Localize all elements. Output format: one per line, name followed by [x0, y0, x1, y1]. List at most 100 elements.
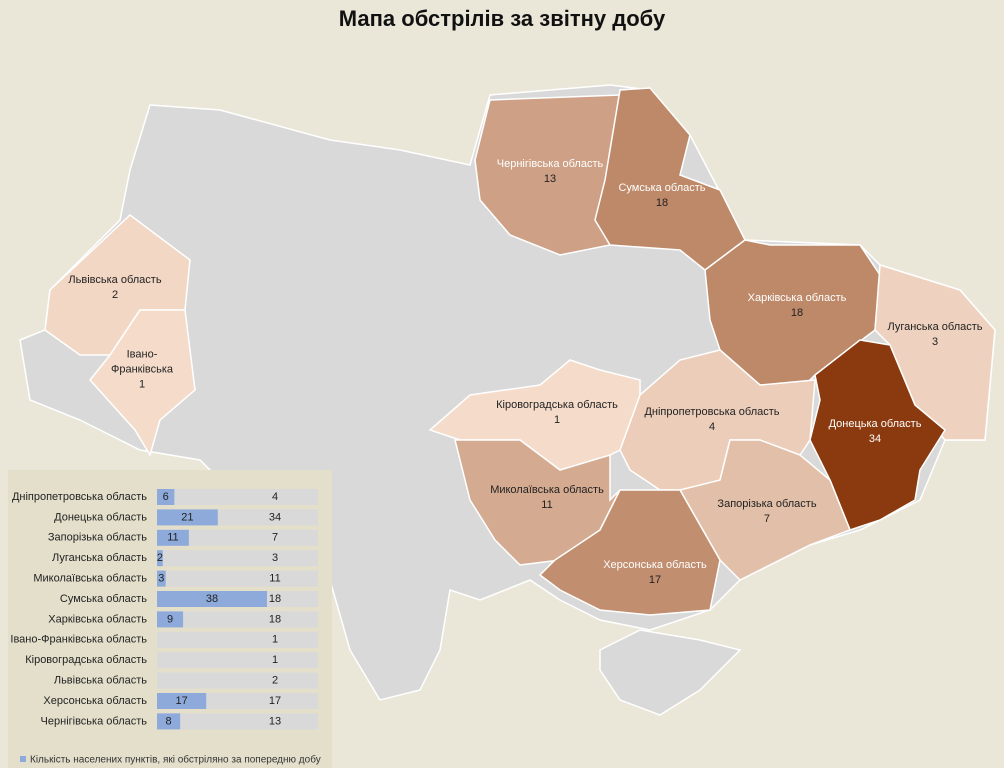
row-label: Дніпропетровська область: [12, 491, 147, 503]
region-value: 4: [708, 421, 716, 433]
current-label: 1: [272, 654, 278, 666]
previous-bar: [157, 693, 207, 709]
row-label: Івано-Франківська область: [10, 634, 147, 646]
current-bar: [157, 611, 318, 628]
region-value: 34: [868, 433, 882, 445]
region-value: 1: [138, 378, 146, 391]
previous-bar: [157, 713, 181, 730]
legend-swatch: [20, 756, 26, 762]
region-label: Донецька область 34: [829, 417, 922, 447]
region: [89, 309, 196, 457]
region-label: Івано-Франківська 1: [107, 348, 177, 393]
row-label: Львівська область: [54, 675, 147, 687]
row-label: Херсонська область: [43, 695, 147, 707]
current-bar: [157, 631, 318, 648]
current-label: 2: [272, 675, 278, 687]
current-label: 3: [272, 552, 278, 564]
previous-label: 38: [206, 593, 218, 605]
row-label: Сумська область: [60, 593, 147, 605]
previous-label: 6: [163, 491, 169, 503]
previous-bar: [157, 570, 166, 587]
region-label: Сумська область 18: [618, 181, 705, 211]
row-label: Кіровоградська область: [25, 654, 147, 666]
previous-bar: [157, 611, 184, 628]
current-label: 17: [269, 695, 281, 707]
region-value: 17: [648, 574, 662, 586]
bar-chart: Дніпропетровська область 4 6 Донецька облас…: [10, 489, 321, 766]
region-value: 13: [543, 173, 557, 185]
current-bar: [157, 489, 318, 505]
region: [809, 339, 946, 531]
row-label: Чернігівська область: [41, 715, 148, 727]
crimea: [599, 629, 742, 716]
current-bar: [157, 713, 318, 730]
previous-bar: [157, 529, 189, 546]
current-label: 18: [269, 613, 281, 625]
current-bar: [157, 570, 318, 587]
current-label: 13: [269, 715, 281, 727]
current-label: 1: [272, 634, 278, 646]
current-bar: [157, 529, 318, 546]
previous-bar: [157, 550, 163, 567]
row-label: Луганська область: [52, 552, 147, 564]
region-name: Кіровоградська область: [496, 399, 618, 411]
previous-label: 17: [175, 695, 187, 707]
region-label: Чернігівська область 13: [497, 157, 603, 187]
previous-bar: [157, 509, 218, 526]
region-name: Херсонська область: [603, 559, 707, 571]
current-label: 11: [269, 573, 280, 585]
row-label: Запорізька область: [48, 532, 147, 544]
previous-bar: [157, 591, 267, 607]
previous-label: 21: [181, 511, 193, 523]
region-label: Кіровоградська область 1: [496, 398, 618, 428]
region-name: Івано-Франківська: [110, 348, 174, 376]
previous-label: 2: [157, 552, 163, 564]
region-value: 1: [553, 414, 561, 426]
region-label: Запорізька область 7: [717, 497, 816, 527]
region-name: Дніпропетровська область: [644, 406, 780, 418]
region-name: Донецька область: [828, 418, 922, 430]
region-value: 11: [541, 499, 553, 511]
region-name: Чернігівська область: [496, 158, 604, 170]
legend-label: Кількість населених пунктів, які обстріл…: [30, 754, 321, 766]
previous-label: 9: [167, 613, 173, 625]
current-label: 4: [272, 491, 278, 503]
regions: [44, 87, 996, 616]
previous-label: 8: [166, 715, 172, 727]
region-value: 18: [655, 197, 669, 209]
row-label: Харківська область: [48, 613, 147, 625]
region-name: Харківська область: [747, 292, 847, 304]
current-label: 18: [269, 593, 281, 605]
region-name: Луганська область: [887, 321, 983, 333]
region-value: 7: [763, 513, 771, 525]
current-bar: [157, 652, 318, 669]
current-bar: [157, 550, 318, 567]
region-label: Львівська область 2: [68, 273, 161, 303]
region-label: Дніпропетровська область 4: [644, 405, 779, 435]
previous-label: 11: [167, 532, 178, 544]
row-label: Донецька область: [54, 511, 147, 523]
row-label: Миколаївська область: [33, 573, 147, 585]
region-label: Миколаївська область 11: [490, 483, 604, 513]
map-title: Мапа обстрілів за звітну добу: [338, 6, 666, 31]
previous-label: 3: [158, 573, 164, 585]
region-name: Миколаївська область: [490, 484, 604, 496]
region-label: Харківська область 18: [748, 291, 847, 321]
region-name: Львівська область: [68, 274, 162, 286]
current-label: 34: [269, 511, 281, 523]
previous-bar: [157, 489, 175, 505]
region: [874, 264, 996, 441]
region-label: Херсонська область 17: [603, 558, 707, 588]
region-name: Сумська область: [618, 182, 706, 194]
region-value: 18: [790, 307, 804, 319]
current-label: 7: [272, 532, 278, 544]
region: [538, 489, 721, 616]
region: [594, 87, 746, 271]
current-bar: [157, 672, 318, 689]
region-name: Запорізька область: [717, 498, 817, 510]
region-value: 2: [111, 289, 119, 301]
region-value: 3: [931, 336, 939, 348]
region-label: Луганська область 3: [888, 320, 983, 350]
